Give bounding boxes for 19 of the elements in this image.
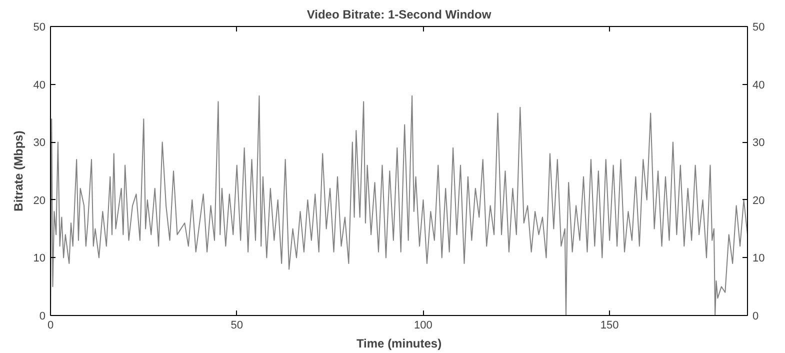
y2-tick-label: 0	[752, 310, 759, 322]
y-tick-label: 40	[33, 79, 46, 92]
y-tick-label: 30	[33, 137, 46, 150]
y-tick-label: 20	[33, 194, 46, 207]
x-tick-label: 150	[600, 320, 619, 332]
y2-tick-label: 40	[752, 79, 765, 92]
y2-tick-label: 30	[752, 137, 765, 150]
chart-title: Video Bitrate: 1-Second Window	[306, 8, 492, 22]
y-tick-label: 10	[33, 252, 46, 265]
y-tick-label: 0	[39, 310, 46, 322]
x-tick-label: 100	[414, 320, 432, 332]
y2-tick-label: 20	[752, 194, 765, 207]
x-tick-label: 50	[230, 320, 243, 332]
x-axis-title: Time (minutes)	[356, 336, 442, 350]
x-tick-label: 0	[47, 320, 54, 332]
y2-tick-label: 50	[752, 22, 765, 34]
y-tick-label: 50	[33, 22, 46, 34]
y-axis-title: Bitrate (Mbps)	[11, 130, 26, 212]
y2-tick-label: 10	[752, 252, 765, 265]
